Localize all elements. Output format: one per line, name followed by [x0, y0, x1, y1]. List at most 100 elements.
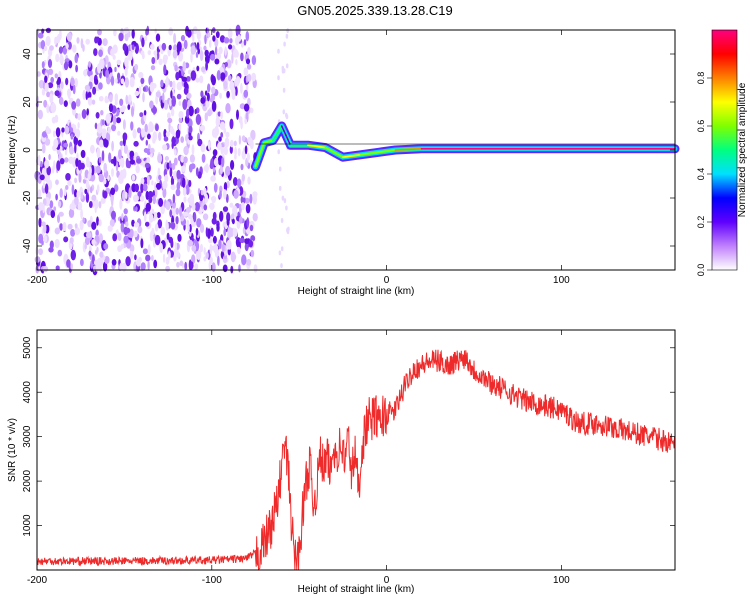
noise-cell	[84, 236, 90, 246]
noise-cell	[237, 147, 241, 157]
noise-cell	[50, 102, 57, 113]
noise-cell	[136, 259, 141, 267]
noise-cell	[117, 130, 121, 136]
noise-cell	[74, 223, 78, 229]
noise-cell	[195, 77, 200, 83]
noise-cell	[138, 71, 144, 79]
noise-cell	[101, 128, 107, 140]
noise-cell	[250, 249, 255, 258]
noise-cell	[218, 46, 223, 55]
noise-cell	[158, 131, 162, 141]
noise-cell	[209, 243, 213, 255]
noise-cell	[111, 168, 114, 177]
noise-cell	[85, 91, 89, 101]
noise-cell	[211, 245, 215, 251]
noise-cell	[39, 174, 45, 181]
noise-cell	[184, 261, 188, 271]
noise-cell	[236, 109, 239, 120]
noise-cell	[134, 254, 137, 261]
noise-cell	[119, 262, 124, 271]
noise-cell	[140, 182, 144, 194]
noise-cell	[216, 223, 220, 232]
noise-cell	[283, 41, 286, 47]
noise-cell	[158, 174, 162, 181]
noise-cell	[161, 42, 167, 51]
noise-cell	[57, 249, 63, 257]
noise-cell	[40, 40, 46, 50]
noise-cell	[194, 109, 197, 115]
noise-cell	[231, 89, 236, 101]
noise-cell	[155, 33, 161, 42]
noise-cell	[186, 92, 192, 99]
noise-cell	[251, 72, 257, 82]
noise-cell	[240, 52, 244, 62]
noise-cell	[211, 100, 217, 112]
noise-cell	[190, 70, 197, 81]
noise-cell	[122, 168, 127, 179]
noise-cell	[232, 228, 238, 237]
noise-cell	[227, 28, 233, 39]
x-tick-label: -200	[27, 575, 47, 586]
noise-cell	[53, 138, 59, 149]
noise-cell	[96, 184, 100, 193]
noise-cell	[120, 157, 125, 168]
noise-cell	[55, 127, 61, 138]
noise-cell	[65, 43, 69, 49]
x-tick-label: 0	[384, 575, 390, 586]
noise-cell	[203, 187, 207, 197]
carrier-segment	[307, 144, 327, 149]
noise-cell	[203, 45, 207, 51]
noise-cell	[218, 239, 222, 250]
noise-cell	[241, 254, 247, 266]
noise-cell	[238, 135, 242, 145]
noise-cell	[112, 115, 117, 126]
noise-cell	[64, 125, 70, 135]
noise-cell	[105, 113, 112, 124]
noise-cell	[185, 184, 190, 196]
noise-cell	[59, 158, 65, 165]
noise-cell	[137, 127, 142, 134]
noise-cell	[157, 153, 163, 164]
noise-cell	[120, 222, 125, 233]
noise-cell	[243, 67, 249, 77]
noise-cell	[43, 45, 48, 52]
noise-cell	[206, 92, 210, 102]
noise-cell	[170, 108, 175, 117]
noise-cell	[131, 29, 135, 39]
noise-cell	[220, 111, 224, 120]
noise-cell	[65, 77, 69, 86]
noise-cell	[219, 190, 222, 199]
noise-cell	[95, 112, 100, 119]
noise-cell	[50, 76, 54, 84]
noise-cell	[204, 90, 208, 96]
noise-cell	[69, 237, 74, 244]
noise-cell	[137, 226, 143, 234]
noise-cell	[169, 209, 173, 218]
carrier-segment	[263, 139, 274, 144]
noise-cell	[201, 153, 206, 163]
noise-cell	[42, 143, 46, 154]
noise-cell	[147, 244, 151, 255]
noise-cell	[110, 187, 116, 196]
noise-cell	[100, 197, 106, 204]
noise-cell	[115, 78, 118, 84]
noise-cell	[177, 128, 181, 136]
noise-cell	[199, 75, 204, 84]
noise-cell	[207, 32, 211, 38]
noise-cell	[245, 31, 250, 42]
noise-cell	[117, 232, 122, 242]
noise-cell	[162, 187, 167, 199]
noise-cell	[66, 88, 72, 98]
noise-cell	[145, 202, 151, 212]
noise-cell	[245, 58, 251, 65]
noise-cell	[200, 90, 204, 98]
noise-cell	[63, 236, 69, 243]
noise-cell	[199, 223, 205, 233]
noise-cell	[211, 217, 217, 225]
noise-cell	[209, 257, 213, 265]
noise-cell	[135, 165, 140, 174]
y-tick-label: 3000	[22, 425, 33, 448]
noise-cell	[92, 86, 97, 95]
noise-cell	[217, 111, 221, 117]
